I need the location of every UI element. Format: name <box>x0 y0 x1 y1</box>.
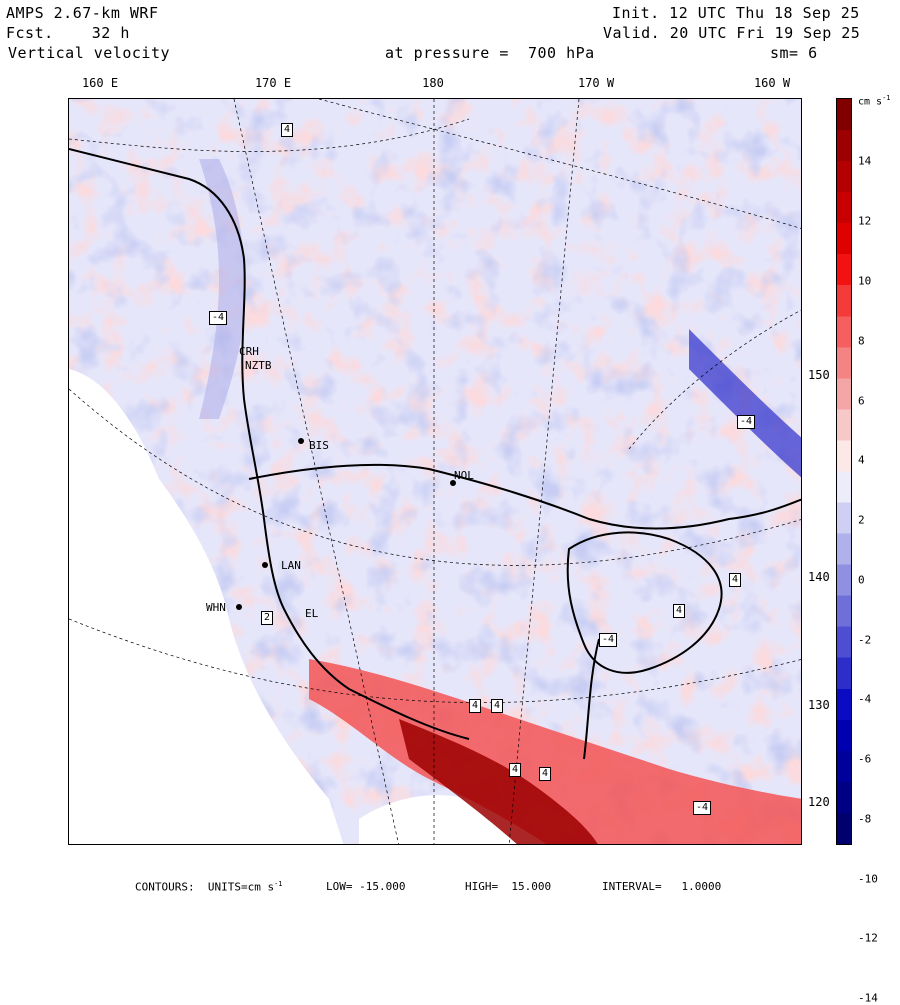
init-time: Init. 12 UTC Thu 18 Sep 25 <box>612 4 860 22</box>
station-whn: WHN <box>206 601 226 614</box>
contour-label: 4 <box>281 123 294 137</box>
colorbar-tick-label: 8 <box>858 334 865 348</box>
station-el: EL <box>305 607 319 620</box>
contour-label: 4 <box>491 699 504 713</box>
colorbar-tick-label: -6 <box>858 752 872 766</box>
station-bis: BIS <box>309 439 329 452</box>
valid-time: Valid. 20 UTC Fri 19 Sep 25 <box>603 24 861 42</box>
vertical-velocity-map: CRH NZTB BIS NOL LAN WHN EL 4 4 -4 -4 4 … <box>68 98 802 845</box>
colorbar-tick-label: 0 <box>858 573 865 587</box>
contour-label: 4 <box>673 604 686 618</box>
contour-label: 2 <box>261 611 274 625</box>
forecast-hour: Fcst. 32 h <box>6 24 130 42</box>
contour-label: 4 <box>469 699 482 713</box>
contour-label: -4 <box>599 633 618 647</box>
footer-contours: CONTOURS: UNITS=cm s-1 <box>135 880 283 894</box>
pressure-level: at pressure = 700 hPa <box>385 44 595 62</box>
colorbar-tick-label: -2 <box>858 633 872 647</box>
ice-interior <box>359 795 547 844</box>
lon-label-180: 180 <box>422 76 444 90</box>
station-nol: NOL <box>454 469 474 482</box>
colorbar-tick-label: 14 <box>858 154 872 168</box>
colorbar-tick-label: -8 <box>858 812 872 826</box>
station-nztb: NZTB <box>245 359 272 372</box>
colorbar-tick-label: -14 <box>858 991 878 1005</box>
colorbar-tick-label: 12 <box>858 214 872 228</box>
lon-label-160w: 160 W <box>753 76 791 90</box>
domain-mask-left <box>69 369 344 844</box>
smoothing: sm= 6 <box>770 44 818 62</box>
colorbar <box>836 98 852 845</box>
lon-label-170w: 170 W <box>577 76 615 90</box>
station-crh: CRH <box>239 345 259 358</box>
negative-band-east <box>689 329 801 478</box>
colorbar-unit: cm s-1 <box>858 94 891 108</box>
coastline <box>69 148 801 760</box>
contour-label: -4 <box>737 415 756 429</box>
map-canvas <box>69 99 801 844</box>
colorbar-tick-label: 10 <box>858 274 872 288</box>
graticule <box>69 99 801 844</box>
positive-band <box>309 659 801 844</box>
colorbar-tick-label: -10 <box>858 872 878 886</box>
lon-label-170e: 170 E <box>254 76 292 90</box>
contour-label: -4 <box>693 801 712 815</box>
footer-interval: INTERVAL= 1.0000 <box>602 880 722 893</box>
footer-low: LOW= -15.000 <box>326 880 406 893</box>
contour-label: 4 <box>539 767 552 781</box>
footer-high: HIGH= 15.000 <box>465 880 552 893</box>
colorbar-tick-label: -4 <box>858 692 872 706</box>
station-lan: LAN <box>281 559 301 572</box>
station-dots <box>236 438 456 610</box>
contour-label: -4 <box>209 311 228 325</box>
lon-label-160e: 160 E <box>81 76 119 90</box>
strong-positive-core <box>399 719 598 844</box>
contour-label: 4 <box>509 763 522 777</box>
colorbar-tick-label: -12 <box>858 931 878 945</box>
contour-label: 4 <box>729 573 742 587</box>
colorbar-tick-label: 2 <box>858 513 865 527</box>
colorbar-tick-label: 6 <box>858 394 865 408</box>
field-name: Vertical velocity <box>8 44 171 62</box>
model-title: AMPS 2.67-km WRF <box>6 4 159 22</box>
colorbar-tick-label: 4 <box>858 453 865 467</box>
